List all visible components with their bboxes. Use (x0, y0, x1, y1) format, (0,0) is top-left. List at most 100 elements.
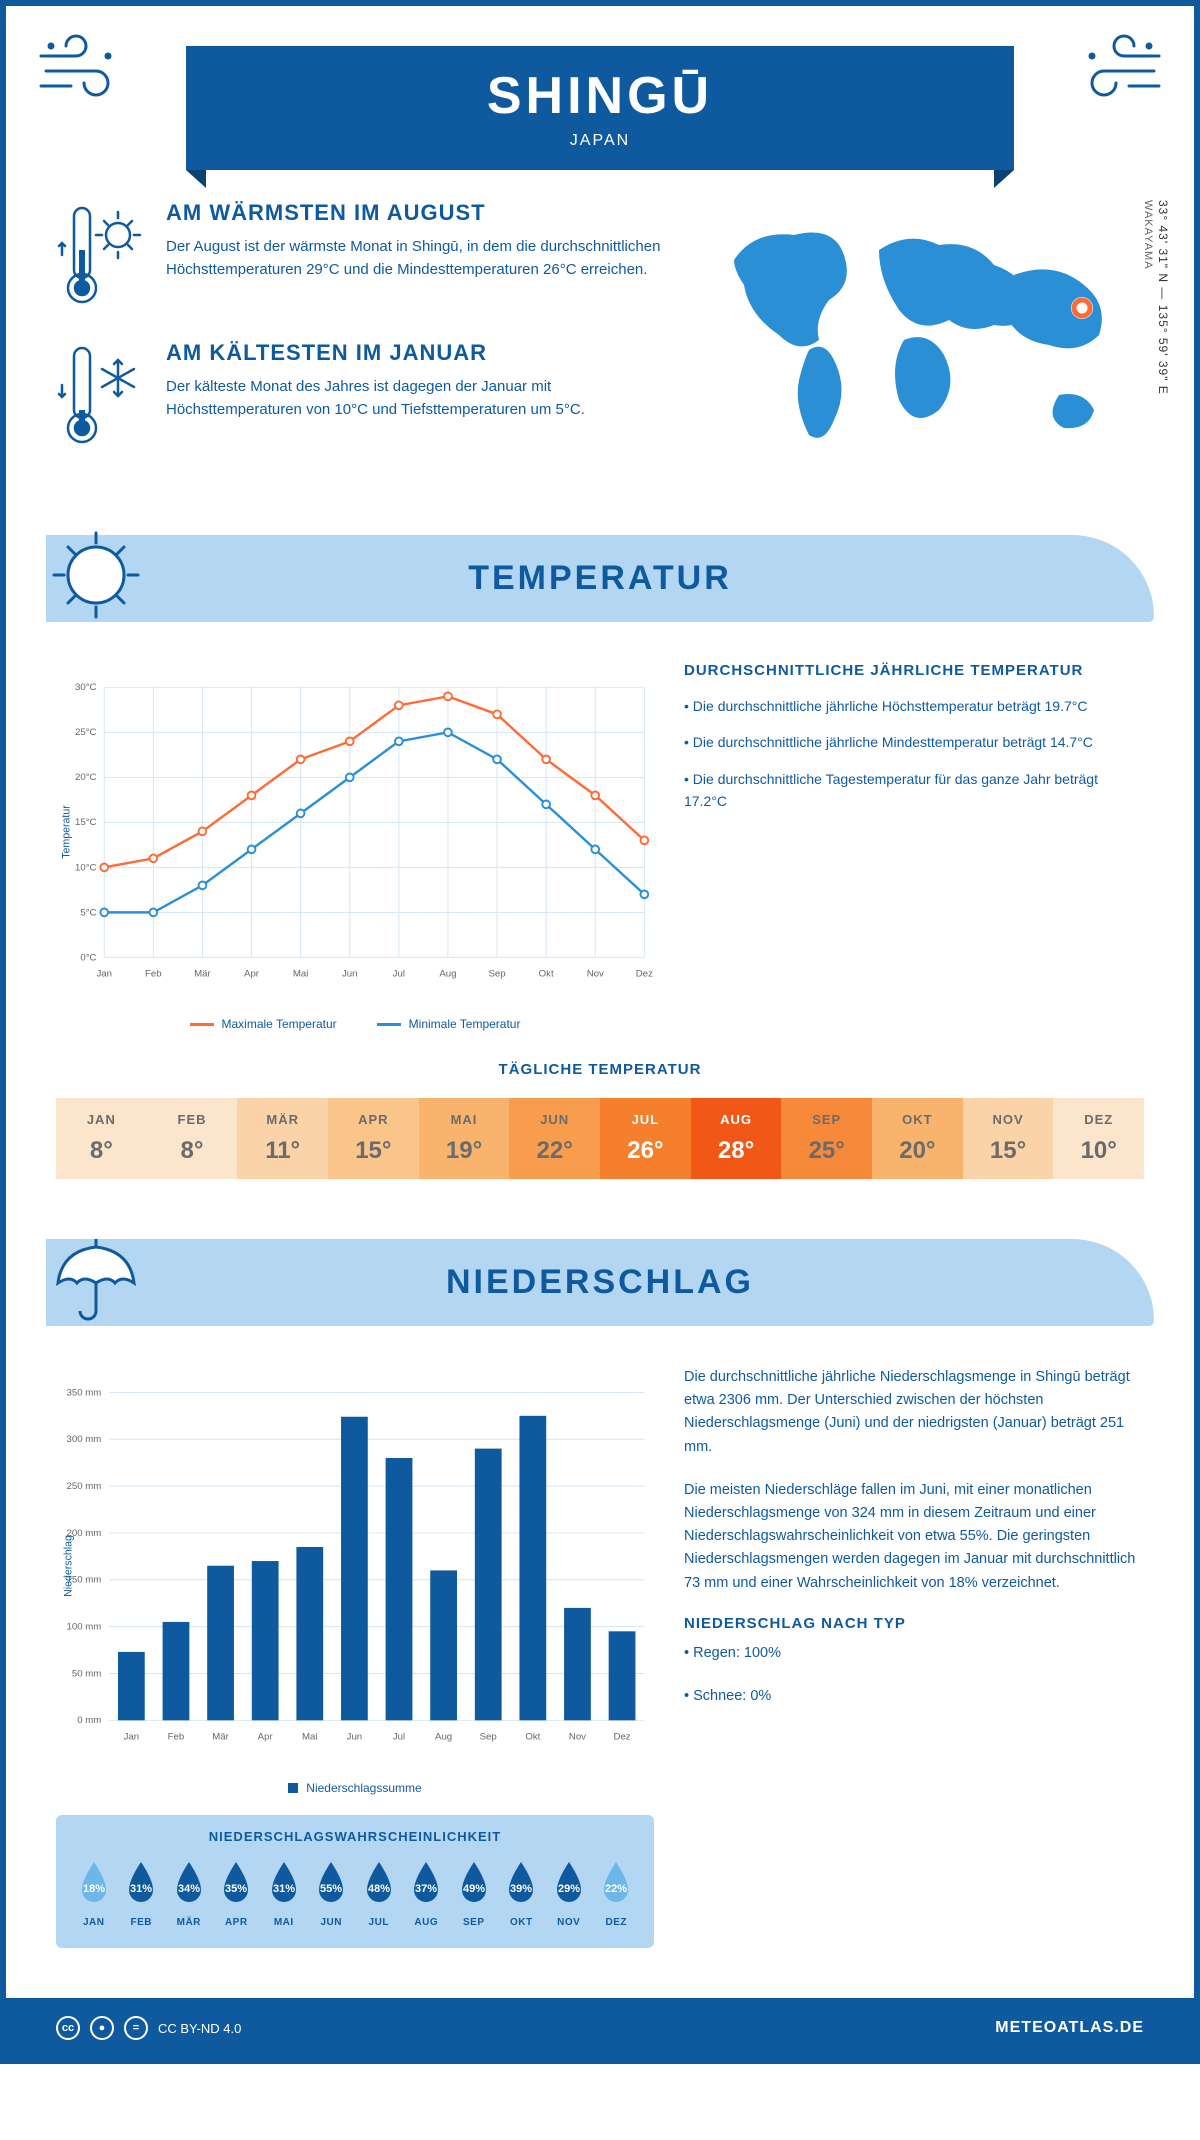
sun-icon (46, 525, 146, 625)
temp-cell: APR15° (328, 1098, 419, 1179)
info-column: AM WÄRMSTEN IM AUGUST Der August ist der… (56, 200, 674, 485)
daily-temp-bar: JAN8°FEB8°MÄR11°APR15°MAI19°JUN22°JUL26°… (56, 1098, 1144, 1179)
coldest-block: AM KÄLTESTEN IM JANUAR Der kälteste Mona… (56, 340, 674, 450)
precip-section: 0 mm50 mm100 mm150 mm200 mm250 mm300 mm3… (6, 1326, 1194, 1978)
svg-text:Dez: Dez (636, 969, 653, 980)
temp-cell: MAI19° (419, 1098, 510, 1179)
svg-text:Mai: Mai (302, 1732, 318, 1743)
precip-type-heading: NIEDERSCHLAG NACH TYP (684, 1615, 1144, 1632)
temp-desc-3: • Die durchschnittliche Tagestemperatur … (684, 768, 1144, 813)
svg-text:25°C: 25°C (75, 727, 97, 738)
city-title: SHINGŪ (186, 66, 1014, 126)
temp-desc-2: • Die durchschnittliche jährliche Mindes… (684, 731, 1144, 753)
svg-text:0°C: 0°C (80, 952, 96, 963)
license-block: cc ● = CC BY-ND 4.0 (56, 2016, 241, 2040)
svg-text:Mai: Mai (293, 969, 309, 980)
prob-cell: 18%JAN (70, 1858, 118, 1928)
svg-text:15°C: 15°C (75, 817, 97, 828)
svg-text:Sep: Sep (488, 969, 505, 980)
svg-text:39%: 39% (510, 1883, 532, 1895)
temp-cell: FEB8° (147, 1098, 238, 1179)
nd-icon: = (124, 2016, 148, 2040)
thermometer-snow-icon (56, 340, 146, 450)
daily-temp-section: TÄGLICHE TEMPERATUR JAN8°FEB8°MÄR11°APR1… (6, 1051, 1194, 1219)
temp-description: DURCHSCHNITTLICHE JÄHRLICHE TEMPERATUR •… (684, 662, 1144, 1031)
license-text: CC BY-ND 4.0 (158, 2021, 241, 2036)
svg-text:Jun: Jun (342, 969, 358, 980)
precip-desc-2: Die meisten Niederschläge fallen im Juni… (684, 1479, 1144, 1595)
cc-icon: cc (56, 2016, 80, 2040)
svg-text:Mär: Mär (212, 1732, 229, 1743)
svg-text:Mär: Mär (194, 969, 211, 980)
svg-text:Aug: Aug (439, 969, 456, 980)
temp-cell: MÄR11° (237, 1098, 328, 1179)
warmest-block: AM WÄRMSTEN IM AUGUST Der August ist der… (56, 200, 674, 310)
temp-banner: TEMPERATUR (46, 535, 1154, 622)
wind-icon-left (36, 26, 136, 106)
svg-text:Okt: Okt (539, 969, 554, 980)
temp-section: 0°C5°C10°C15°C20°C25°C30°CJanFebMärAprMa… (6, 622, 1194, 1051)
prob-cell: 22%DEZ (593, 1858, 641, 1928)
svg-text:250 mm: 250 mm (67, 1481, 102, 1492)
svg-text:Okt: Okt (525, 1732, 540, 1743)
precip-desc-1: Die durchschnittliche jährliche Niedersc… (684, 1366, 1144, 1459)
temp-legend: Maximale Temperatur Minimale Temperatur (56, 1017, 654, 1031)
svg-text:49%: 49% (463, 1883, 485, 1895)
temp-cell: JAN8° (56, 1098, 147, 1179)
svg-text:Temperatur: Temperatur (61, 805, 73, 859)
temp-cell: JUN22° (509, 1098, 600, 1179)
svg-text:34%: 34% (178, 1883, 200, 1895)
temp-cell: OKT20° (872, 1098, 963, 1179)
prob-cell: 35%APR (213, 1858, 261, 1928)
coords-label: 33° 43' 31" N — 135° 59' 39" E (1156, 200, 1170, 395)
svg-text:Niederschlag: Niederschlag (62, 1535, 74, 1597)
svg-text:10°C: 10°C (75, 862, 97, 873)
precip-banner-title: NIEDERSCHLAG (46, 1263, 1154, 1302)
temp-banner-title: TEMPERATUR (46, 559, 1154, 598)
svg-text:35%: 35% (225, 1883, 247, 1895)
warmest-heading: AM WÄRMSTEN IM AUGUST (166, 200, 674, 226)
temp-chart-area: 0°C5°C10°C15°C20°C25°C30°CJanFebMärAprMa… (56, 662, 654, 1031)
prob-row: 18%JAN31%FEB34%MÄR35%APR31%MAI55%JUN48%J… (70, 1858, 640, 1928)
precip-bar-chart: 0 mm50 mm100 mm150 mm200 mm250 mm300 mm3… (56, 1366, 654, 1766)
svg-text:55%: 55% (320, 1883, 342, 1895)
prob-cell: 34%MÄR (165, 1858, 213, 1928)
svg-text:Nov: Nov (569, 1732, 586, 1743)
svg-text:30°C: 30°C (75, 682, 97, 693)
svg-text:Feb: Feb (145, 969, 162, 980)
svg-text:Apr: Apr (244, 969, 260, 980)
svg-text:Jan: Jan (124, 1732, 140, 1743)
svg-text:Jan: Jan (96, 969, 112, 980)
precip-legend: Niederschlagssumme (56, 1781, 654, 1795)
svg-text:0 mm: 0 mm (77, 1715, 101, 1726)
temp-desc-1: • Die durchschnittliche jährliche Höchst… (684, 695, 1144, 717)
svg-text:29%: 29% (558, 1883, 580, 1895)
svg-text:300 mm: 300 mm (67, 1434, 102, 1445)
svg-text:Jun: Jun (347, 1732, 363, 1743)
prob-cell: 37%AUG (403, 1858, 451, 1928)
site-name: METEOATLAS.DE (995, 2019, 1144, 2037)
map-column: WAKAYAMA 33° 43' 31" N — 135° 59' 39" E (704, 200, 1144, 485)
footer: cc ● = CC BY-ND 4.0 METEOATLAS.DE (6, 1998, 1194, 2058)
prob-cell: 29%NOV (545, 1858, 593, 1928)
precip-description: Die durchschnittliche jährliche Niedersc… (684, 1366, 1144, 1948)
wind-icon-right (1064, 26, 1164, 106)
prob-cell: 49%SEP (450, 1858, 498, 1928)
precip-chart-area: 0 mm50 mm100 mm150 mm200 mm250 mm300 mm3… (56, 1366, 654, 1948)
svg-text:50 mm: 50 mm (72, 1668, 101, 1679)
svg-text:22%: 22% (605, 1883, 627, 1895)
svg-text:Jul: Jul (393, 1732, 405, 1743)
header-strip: SHINGŪ JAPAN (6, 6, 1194, 170)
svg-text:350 mm: 350 mm (67, 1387, 102, 1398)
svg-text:Feb: Feb (168, 1732, 185, 1743)
svg-text:37%: 37% (415, 1883, 437, 1895)
prob-cell: 39%OKT (498, 1858, 546, 1928)
precip-banner: NIEDERSCHLAG (46, 1239, 1154, 1326)
svg-text:Apr: Apr (258, 1732, 274, 1743)
precip-type-1: • Regen: 100% (684, 1642, 1144, 1665)
prob-box: NIEDERSCHLAGSWAHRSCHEINLICHKEIT 18%JAN31… (56, 1815, 654, 1948)
world-map-icon (704, 200, 1144, 480)
prob-cell: 55%JUN (308, 1858, 356, 1928)
prob-cell: 48%JUL (355, 1858, 403, 1928)
thermometer-sun-icon (56, 200, 146, 310)
